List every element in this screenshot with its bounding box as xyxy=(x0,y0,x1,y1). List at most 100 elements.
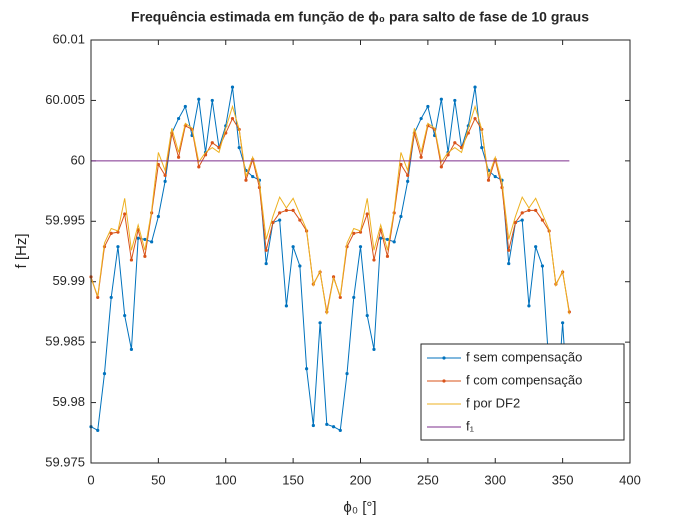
data-point xyxy=(123,313,127,318)
data-point xyxy=(372,258,376,262)
data-point xyxy=(163,179,167,184)
data-point xyxy=(96,428,100,432)
legend-label: f₁ xyxy=(466,418,475,433)
data-point xyxy=(385,237,390,242)
data-point xyxy=(520,218,524,222)
data-point xyxy=(116,230,120,234)
data-point xyxy=(230,116,235,121)
data-point xyxy=(473,85,477,89)
data-point xyxy=(278,211,282,215)
data-point xyxy=(419,155,423,159)
data-point xyxy=(358,245,363,249)
data-point xyxy=(230,85,235,89)
x-tick-label: 400 xyxy=(619,472,641,487)
data-point xyxy=(150,240,154,244)
legend-marker xyxy=(442,356,446,360)
data-point xyxy=(109,295,113,300)
x-tick-label: 150 xyxy=(282,472,304,487)
data-point xyxy=(176,116,181,121)
data-point xyxy=(298,264,302,268)
data-point xyxy=(109,231,113,235)
legend-label: f com compensação xyxy=(466,372,582,387)
data-point xyxy=(129,258,134,262)
data-point xyxy=(520,211,524,215)
data-point xyxy=(176,155,181,159)
data-point xyxy=(244,178,248,182)
data-point xyxy=(291,245,295,249)
data-point xyxy=(561,321,565,325)
data-point xyxy=(338,295,342,300)
data-point xyxy=(453,141,457,145)
data-point xyxy=(534,208,538,213)
data-point xyxy=(358,230,363,234)
x-tick-label: 50 xyxy=(151,472,165,487)
y-tick-label: 59.995 xyxy=(45,213,85,228)
data-point xyxy=(439,97,443,101)
data-point xyxy=(513,220,518,225)
data-point xyxy=(338,428,342,432)
data-point xyxy=(352,231,356,235)
y-tick-label: 59.99 xyxy=(52,273,85,288)
data-point xyxy=(540,264,545,268)
data-point xyxy=(385,254,390,258)
data-point xyxy=(426,104,430,109)
data-point xyxy=(96,295,100,300)
data-point xyxy=(453,98,457,103)
data-point xyxy=(507,248,511,252)
y-axis-label: f [Hz] xyxy=(13,233,30,268)
data-point xyxy=(210,98,214,103)
data-point xyxy=(311,423,315,428)
data-point xyxy=(197,97,201,101)
x-tick-label: 300 xyxy=(484,472,506,487)
legend-label: f sem compensação xyxy=(466,349,582,364)
data-point xyxy=(493,174,497,179)
data-point xyxy=(318,321,322,325)
y-tick-label: 59.985 xyxy=(45,334,85,349)
data-point xyxy=(251,174,255,179)
y-tick-label: 59.98 xyxy=(52,394,85,409)
data-point xyxy=(352,295,356,300)
legend-box xyxy=(420,343,625,441)
data-point xyxy=(331,425,336,429)
data-point xyxy=(271,220,275,225)
data-point xyxy=(399,162,403,167)
data-point xyxy=(372,347,376,351)
data-point xyxy=(284,208,288,213)
data-point xyxy=(439,165,443,169)
data-point xyxy=(534,245,538,249)
x-tick-label: 250 xyxy=(417,472,439,487)
data-point xyxy=(197,165,201,169)
data-point xyxy=(406,173,410,177)
data-point xyxy=(305,367,309,371)
y-tick-label: 60 xyxy=(71,152,85,167)
data-point xyxy=(540,218,545,222)
data-point xyxy=(123,212,127,216)
data-point xyxy=(143,237,147,242)
data-point xyxy=(365,212,369,216)
axes-box xyxy=(90,39,631,464)
data-point xyxy=(156,162,160,167)
data-point xyxy=(210,141,214,145)
data-point xyxy=(129,347,134,351)
data-point xyxy=(143,254,147,258)
data-point xyxy=(264,248,268,252)
x-axis-label: ϕ₀ [°] xyxy=(343,499,376,516)
data-point xyxy=(291,208,295,213)
data-point xyxy=(399,214,403,219)
data-point xyxy=(419,116,423,121)
data-point xyxy=(345,371,349,376)
x-tick-label: 0 xyxy=(87,472,94,487)
data-point xyxy=(527,304,531,308)
x-tick-label: 200 xyxy=(350,472,372,487)
x-tick-label: 350 xyxy=(552,472,574,487)
data-point xyxy=(325,422,329,426)
y-tick-label: 59.975 xyxy=(45,454,85,469)
data-point xyxy=(298,218,302,222)
data-point xyxy=(278,218,282,222)
data-point xyxy=(480,145,484,150)
data-point xyxy=(507,261,511,266)
data-point xyxy=(284,304,288,308)
data-point xyxy=(116,245,120,249)
data-point xyxy=(406,179,410,184)
